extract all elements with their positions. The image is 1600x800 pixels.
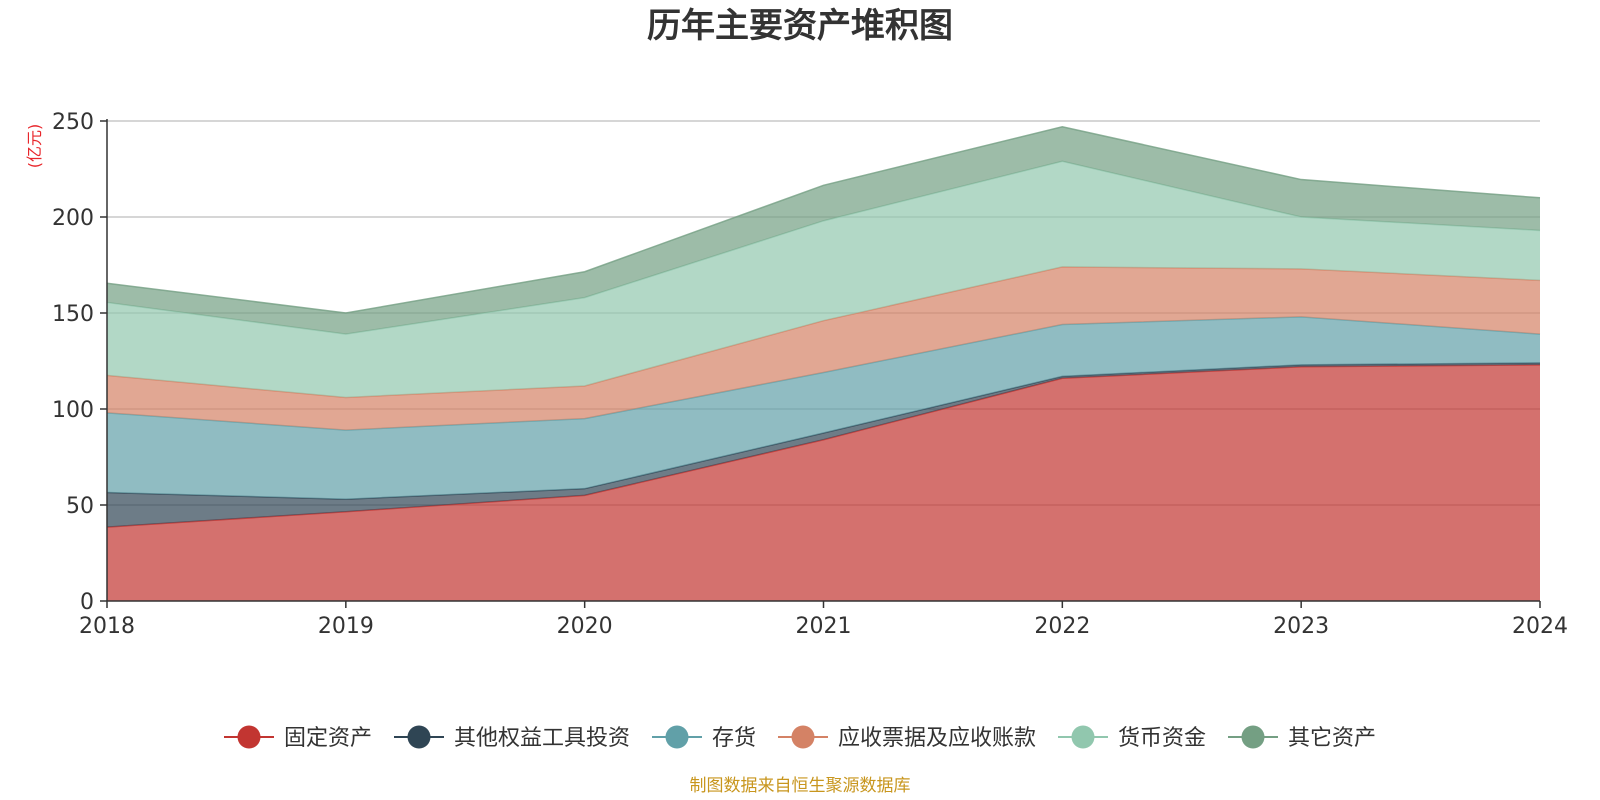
y-tick-label-0: 0: [80, 590, 94, 615]
legend-label-0: 固定资产: [284, 726, 372, 751]
y-tick-label-5: 250: [52, 110, 94, 135]
legend-marker-3: [791, 725, 815, 749]
legend-item-3[interactable]: 应收票据及应收账款: [778, 725, 1036, 752]
area-series-5: [107, 126, 1540, 335]
x-tick-label-1: 2019: [318, 614, 374, 639]
legend-item-1[interactable]: 其他权益工具投资: [394, 725, 630, 752]
area-series-2: [107, 316, 1540, 500]
y-axis-unit-label: (亿元): [25, 124, 44, 169]
x-tick-label-3: 2021: [796, 614, 852, 639]
legend-item-0[interactable]: 固定资产: [224, 725, 372, 752]
legend-marker-1: [407, 725, 431, 749]
x-tick-label-2: 2020: [557, 614, 613, 639]
area-series-0: [107, 364, 1540, 601]
area-series-1: [107, 362, 1540, 528]
area-series: [106, 125, 1541, 601]
x-tick-label-4: 2022: [1034, 614, 1090, 639]
legend-label-4: 货币资金: [1118, 726, 1206, 751]
legend-item-2[interactable]: 存货: [652, 725, 756, 752]
data-source-note: 制图数据来自恒生聚源数据库: [690, 776, 911, 796]
y-axis-ticks: 0 50 100 150 200 250: [52, 110, 107, 615]
legend-item-5[interactable]: 其它资产: [1228, 725, 1376, 752]
x-tick-label-6: 2024: [1512, 614, 1568, 639]
area-series-3: [107, 266, 1540, 431]
y-tick-label-2: 100: [52, 398, 94, 423]
y-tick-label-1: 50: [66, 494, 94, 519]
legend-marker-4: [1071, 725, 1095, 749]
legend-label-1: 其他权益工具投资: [454, 726, 630, 751]
legend-marker-0: [237, 725, 261, 749]
legend-marker-2: [665, 725, 689, 749]
x-tick-label-0: 2018: [79, 614, 135, 639]
area-series-4: [107, 161, 1540, 398]
chart-title: 历年主要资产堆积图: [647, 6, 953, 46]
x-axis-ticks: 2018 2019 2020 2021 2022 2023 2024: [79, 601, 1568, 639]
y-tick-label-4: 200: [52, 206, 94, 231]
legend-label-5: 其它资产: [1288, 726, 1376, 751]
x-tick-label-5: 2023: [1273, 614, 1329, 639]
area-line-5: [106, 125, 1541, 314]
y-tick-label-3: 150: [52, 302, 94, 327]
legend: 固定资产 其他权益工具投资 存货 应收票据及应收账款 货币资金 其它资产: [224, 725, 1376, 752]
legend-marker-5: [1241, 725, 1265, 749]
legend-item-4[interactable]: 货币资金: [1058, 725, 1206, 752]
legend-label-3: 应收票据及应收账款: [838, 726, 1036, 751]
legend-label-2: 存货: [712, 726, 756, 751]
